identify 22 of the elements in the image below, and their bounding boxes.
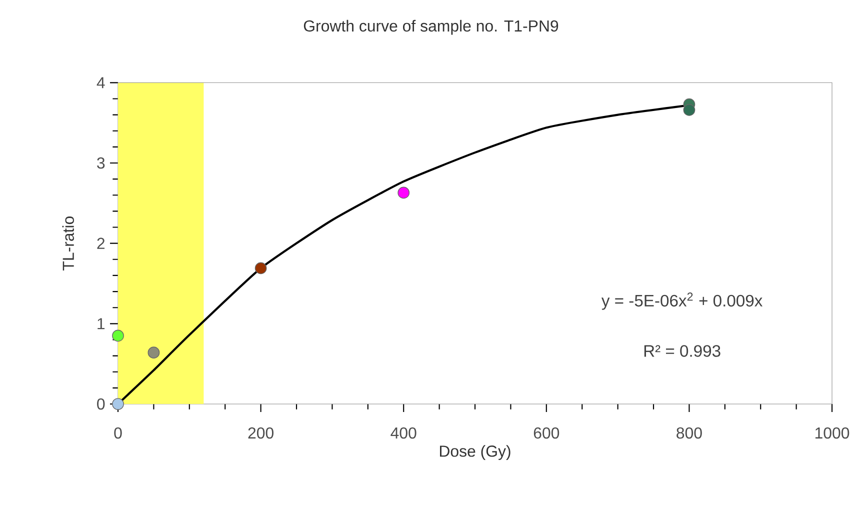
y-tick-label: 1 xyxy=(98,318,105,330)
y-tick-label: 4 xyxy=(96,77,105,88)
y-tick-label: 3 xyxy=(97,157,105,169)
point xyxy=(683,104,696,116)
point xyxy=(112,398,124,410)
x-tick-label: 200 xyxy=(248,427,274,439)
y-axis-title: TL-ratio xyxy=(62,216,74,270)
annotation: y = -5E-06x$^{2}$ + 0.009x xyxy=(601,292,762,310)
x-tick-label: 600 xyxy=(534,427,560,439)
point xyxy=(148,346,160,359)
x-tick-label: 0 xyxy=(114,427,122,439)
point xyxy=(398,186,410,199)
x-tick-label: 800 xyxy=(676,427,702,439)
annotation: R² = 0.993 xyxy=(644,345,720,357)
chart-title: Growth curve of sample no. T1-PN9 xyxy=(304,20,558,35)
point xyxy=(254,262,267,274)
x-tick-label: 400 xyxy=(390,427,416,439)
y-tick-label: 2 xyxy=(97,238,105,249)
y-tick-label: 0 xyxy=(97,398,105,410)
point xyxy=(112,330,124,342)
x-axis-title: Dose (Gy) xyxy=(440,445,510,460)
x-tick-label: 1000 xyxy=(815,427,850,439)
